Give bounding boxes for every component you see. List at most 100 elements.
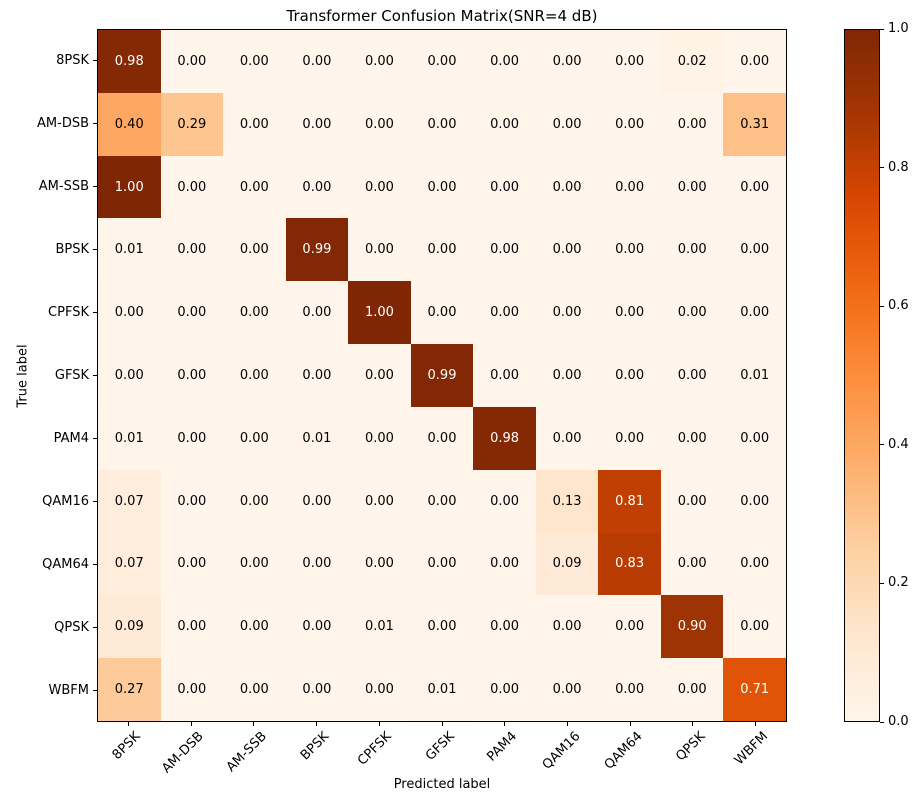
y-tick-label: AM-SSB — [38, 178, 89, 194]
heatmap-cell: 0.31 — [723, 92, 786, 156]
chart-title: Transformer Confusion Matrix(SNR=4 dB) — [286, 7, 598, 25]
y-tick-label: AM-DSB — [37, 115, 89, 131]
heatmap-cell: 0.00 — [598, 218, 661, 282]
heatmap-cell: 0.00 — [348, 469, 411, 533]
heatmap-cell: 0.00 — [348, 218, 411, 282]
heatmap-cell: 0.71 — [723, 658, 786, 721]
heatmap-cell: 0.83 — [598, 532, 661, 596]
heatmap-cell: 0.00 — [598, 155, 661, 219]
y-tick-mark — [93, 690, 97, 691]
heatmap-cell: 0.00 — [223, 281, 286, 345]
heatmap-cell: 0.00 — [223, 218, 286, 282]
y-tick-label: QAM64 — [42, 556, 89, 572]
heatmap-cell: 0.00 — [473, 155, 536, 219]
heatmap-cell: 0.00 — [410, 218, 474, 282]
heatmap-cell: 0.00 — [660, 532, 724, 596]
heatmap-cell: 0.00 — [223, 658, 286, 721]
heatmap-cell: 0.00 — [160, 595, 224, 659]
heatmap-cell: 0.09 — [535, 532, 599, 596]
x-tick-label: QPSK — [673, 729, 709, 765]
heatmap-cell: 0.00 — [285, 595, 349, 659]
heatmap-cell: 0.01 — [410, 658, 474, 721]
x-tick-label: AM-SSB — [223, 729, 270, 776]
heatmap-cell: 0.00 — [723, 281, 786, 345]
heatmap-cell: 0.00 — [723, 155, 786, 219]
colorbar-tick-mark — [880, 582, 884, 584]
colorbar-tick-label: 0.0 — [888, 714, 909, 729]
x-tick-label: GFSK — [422, 729, 458, 764]
heatmap-cell: 0.00 — [723, 532, 786, 596]
heatmap-cell: 0.00 — [285, 469, 349, 533]
heatmap-cell: 0.00 — [535, 281, 599, 345]
heatmap-cell: 0.09 — [98, 595, 161, 659]
colorbar-tick-mark — [880, 167, 884, 169]
heatmap-cell: 0.00 — [660, 658, 724, 721]
heatmap-cell: 0.00 — [348, 344, 411, 407]
x-tick-label: WBFM — [732, 729, 772, 769]
heatmap-cell: 0.00 — [285, 281, 349, 345]
heatmap-cell: 0.00 — [473, 595, 536, 659]
heatmap-cell: 0.00 — [160, 218, 224, 282]
heatmap-cell: 0.00 — [535, 344, 599, 407]
y-tick-mark — [93, 375, 97, 376]
heatmap-cell: 0.00 — [410, 155, 474, 219]
y-tick-label: GFSK — [54, 367, 89, 383]
heatmap-cell: 0.00 — [473, 532, 536, 596]
colorbar-tick-mark — [880, 28, 884, 30]
heatmap-cell: 0.01 — [285, 406, 349, 470]
colorbar-tick-mark — [880, 444, 884, 446]
colorbar — [844, 29, 880, 722]
heatmap-cell: 0.00 — [285, 92, 349, 156]
heatmap-cell: 0.00 — [348, 30, 411, 93]
colorbar-tick-label: 0.6 — [888, 298, 909, 314]
x-tick-mark — [316, 722, 318, 726]
heatmap-cell: 0.00 — [660, 281, 724, 345]
x-tick-mark — [441, 722, 443, 726]
heatmap-cell: 0.00 — [410, 281, 474, 345]
colorbar-tick-label: 1.0 — [888, 21, 909, 36]
y-tick-mark — [93, 186, 97, 187]
heatmap-cell: 0.00 — [348, 658, 411, 721]
x-tick-mark — [566, 722, 568, 726]
y-tick-mark — [93, 60, 97, 61]
heatmap-cell: 0.00 — [598, 344, 661, 407]
heatmap-cell: 0.07 — [98, 469, 161, 533]
x-tick-mark — [755, 722, 757, 726]
heatmap-cell: 0.00 — [598, 406, 661, 470]
heatmap-cell: 0.90 — [660, 595, 724, 659]
y-tick-label: QAM16 — [42, 493, 89, 509]
heatmap-cell: 0.00 — [160, 469, 224, 533]
x-tick-label: CPFSK — [355, 729, 395, 769]
heatmap-cell: 0.00 — [285, 155, 349, 219]
heatmap-cell: 0.00 — [473, 658, 536, 721]
x-tick-mark — [629, 722, 631, 726]
heatmap-cell: 0.00 — [660, 406, 724, 470]
heatmap-cell: 0.00 — [160, 155, 224, 219]
y-tick-mark — [93, 312, 97, 313]
heatmap-cell: 0.00 — [660, 344, 724, 407]
heatmap-cell: 0.00 — [410, 469, 474, 533]
colorbar-tick-mark — [880, 305, 884, 307]
heatmap-cell: 0.00 — [285, 532, 349, 596]
heatmap-cell: 0.00 — [535, 406, 599, 470]
heatmap-cell: 0.40 — [98, 92, 161, 156]
colorbar-tick-label: 0.4 — [888, 436, 909, 452]
heatmap-cell: 0.00 — [723, 30, 786, 93]
heatmap-cell: 0.00 — [535, 218, 599, 282]
colorbar-tick-mark — [880, 721, 884, 723]
heatmap-cell: 0.00 — [348, 532, 411, 596]
heatmap-cell: 0.00 — [348, 92, 411, 156]
heatmap-cell: 0.00 — [410, 406, 474, 470]
heatmap-cell: 0.01 — [98, 218, 161, 282]
heatmap-cell: 0.00 — [598, 281, 661, 345]
heatmap-cell: 0.00 — [160, 30, 224, 93]
y-tick-mark — [93, 249, 97, 250]
x-tick-mark — [127, 722, 129, 726]
x-tick-label: QAM16 — [539, 729, 584, 773]
heatmap-cell: 0.29 — [160, 92, 224, 156]
heatmap-cell: 0.00 — [660, 469, 724, 533]
heatmap-cell: 0.00 — [223, 155, 286, 219]
heatmap-cell: 0.01 — [348, 595, 411, 659]
heatmap-cell: 0.00 — [660, 92, 724, 156]
